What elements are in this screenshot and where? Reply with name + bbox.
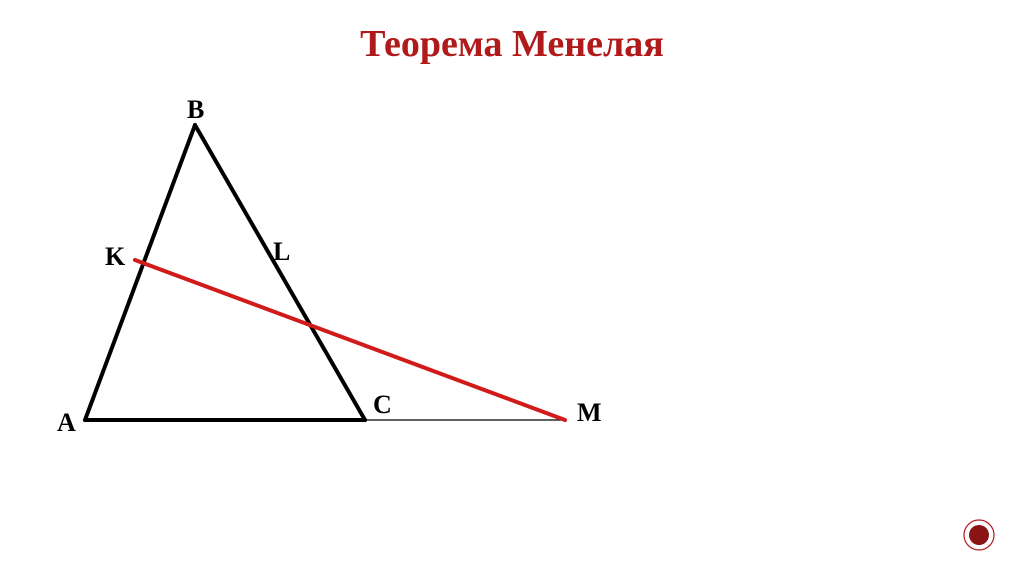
- point-label-k: K: [105, 242, 125, 272]
- page-title: Теорема Менелая: [0, 22, 1024, 66]
- decorative-circle-icon: [962, 518, 996, 552]
- point-label-b: B: [187, 95, 204, 125]
- geometry-svg: [30, 90, 670, 470]
- menelaus-diagram: A B C K L M: [30, 90, 670, 470]
- point-label-c: C: [373, 390, 392, 420]
- point-label-a: A: [57, 408, 76, 438]
- point-label-m: M: [577, 398, 602, 428]
- point-label-l: L: [273, 237, 290, 267]
